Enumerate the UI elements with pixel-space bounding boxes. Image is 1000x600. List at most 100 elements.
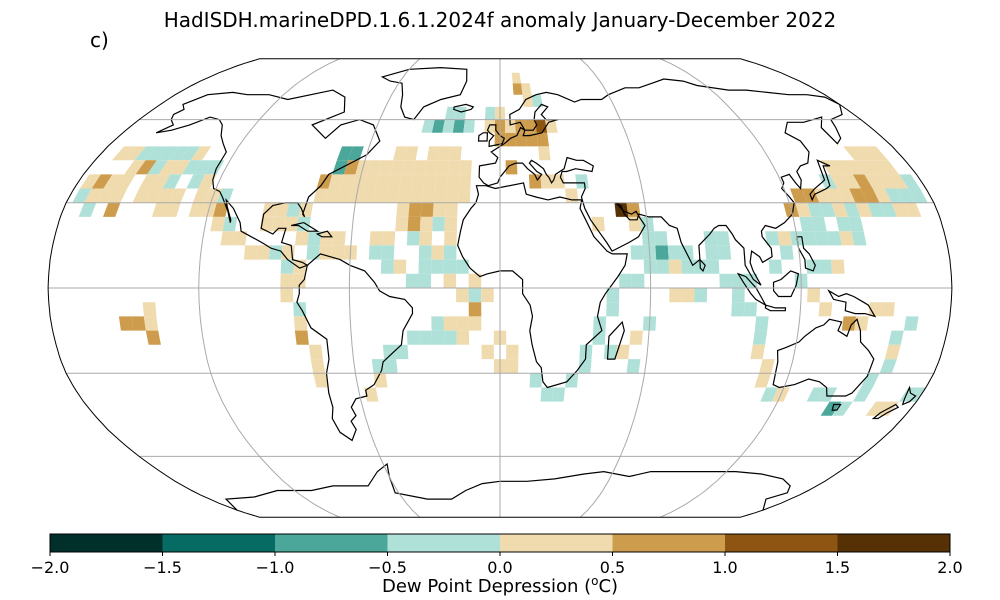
grid-cell-297 — [837, 188, 856, 203]
colorbar-tick-label: 0.5 — [599, 558, 626, 577]
grid-cell-59 — [308, 344, 323, 360]
grid-cell-126 — [438, 146, 451, 161]
grid-cell-190 — [373, 373, 388, 388]
colorbar-label: Dew Point Depression (oC) — [0, 574, 1000, 597]
grid-cell-210 — [656, 259, 670, 274]
grid-cell-46 — [232, 231, 248, 246]
grid-cell-319 — [854, 146, 877, 161]
grid-cell-92 — [421, 188, 435, 203]
grid-cell-220 — [705, 245, 719, 260]
grid-cell-320 — [865, 146, 889, 161]
grid-cell-236 — [694, 288, 708, 303]
grid-cell-144 — [407, 216, 421, 232]
grid-cell-283 — [795, 202, 812, 217]
grid-cell-311 — [899, 174, 921, 189]
grid-cell-71 — [259, 216, 274, 232]
grid-cell-285 — [819, 202, 836, 217]
grid-cell-241 — [754, 373, 772, 388]
colorbar-bin-2 — [275, 534, 388, 552]
grid-cell-208 — [626, 359, 641, 374]
grid-cell-51 — [280, 259, 294, 274]
grid-cell-279 — [811, 216, 827, 232]
grid-cell-114 — [390, 160, 405, 175]
grid-cell-3 — [145, 146, 168, 161]
grid-cell-45 — [220, 231, 235, 246]
grid-cell-110 — [343, 160, 360, 175]
grid-cell-245 — [818, 387, 838, 402]
grid-cell-277 — [851, 231, 867, 246]
grid-cell-143 — [395, 216, 409, 232]
grid-cell-107 — [446, 174, 460, 189]
grid-cell-178 — [431, 330, 445, 345]
grid-cell-1 — [123, 146, 146, 161]
grid-cell-121 — [336, 146, 353, 161]
grid-cell-14 — [193, 160, 214, 175]
grid-cell-125 — [426, 146, 441, 161]
grid-cell-185 — [506, 344, 519, 360]
grid-cell-75 — [294, 231, 309, 246]
grid-cell-346 — [591, 216, 605, 232]
colorbar-label-unit: C) — [598, 576, 619, 597]
grid-cell-176 — [406, 330, 420, 345]
grid-cell-85 — [337, 188, 353, 203]
coastlines — [155, 66, 917, 511]
grid-cell-183 — [395, 344, 409, 360]
grid-cell-215 — [630, 245, 644, 260]
grid-cell-269 — [779, 245, 794, 260]
colorbar-label-sup: o — [591, 574, 599, 588]
grid-cell-154 — [381, 245, 395, 260]
grid-cell-95 — [457, 188, 471, 203]
grid-cell-214 — [706, 259, 720, 274]
grid-cell-280 — [835, 216, 852, 232]
grid-cell-186 — [384, 359, 398, 374]
grid-cell-180 — [456, 330, 470, 345]
coastline-hispaniola — [315, 230, 334, 238]
colorbar-tick-label: 2.0 — [937, 558, 963, 577]
grid-cell-146 — [432, 216, 445, 232]
grid-cell-97 — [328, 174, 344, 189]
grid-cell-266 — [818, 259, 833, 274]
grid-cell-67 — [261, 202, 277, 217]
grid-cell-201 — [606, 288, 620, 303]
grid-cell-341 — [511, 72, 522, 84]
coastline-new-zealand-n — [901, 385, 917, 406]
grid-cell-205 — [616, 344, 630, 360]
grid-cell-78 — [332, 231, 346, 246]
coastline-north-america — [155, 89, 381, 269]
grid-cell-268 — [768, 259, 783, 274]
coastline-tasmania — [831, 403, 842, 411]
grid-cell-160 — [418, 259, 432, 274]
grid-cell-162 — [443, 259, 457, 274]
colorbar-tick-label: −2.0 — [30, 558, 70, 577]
grid-cell-203 — [631, 273, 645, 288]
grid-cell-344 — [614, 202, 629, 217]
grid-cell-115 — [401, 160, 416, 175]
colorbar-tick-label: −1.5 — [143, 558, 182, 577]
grid-cell-101 — [375, 174, 391, 189]
grid-cell-163 — [456, 259, 469, 274]
grid-cell-217 — [655, 245, 669, 260]
grid-cell-36 — [78, 202, 97, 217]
grid-cell-68 — [274, 202, 290, 217]
coastline-cuba — [291, 221, 320, 232]
grid-cell-159 — [393, 259, 407, 274]
grid-cell-225 — [715, 231, 730, 246]
graticule — [48, 58, 952, 518]
coastline-greenland — [380, 66, 468, 121]
grid-cell-252 — [888, 330, 904, 345]
grid-cell-48 — [256, 245, 271, 260]
grid-cell-60 — [310, 359, 326, 374]
grid-cell-28 — [108, 188, 128, 203]
grid-cell-170 — [481, 288, 494, 303]
grid-cell-307 — [852, 174, 873, 189]
grid-cell-182 — [382, 344, 397, 360]
grid-cell-31 — [156, 188, 175, 203]
grid-cell-191 — [529, 373, 543, 388]
grid-cell-65 — [142, 302, 157, 317]
grid-cell-43 — [210, 216, 226, 232]
grid-cell-79 — [306, 245, 320, 260]
grid-cell-13 — [181, 160, 202, 175]
grid-cell-310 — [887, 174, 909, 189]
grid-cell-147 — [444, 216, 458, 232]
grid-cell-332 — [538, 146, 551, 161]
